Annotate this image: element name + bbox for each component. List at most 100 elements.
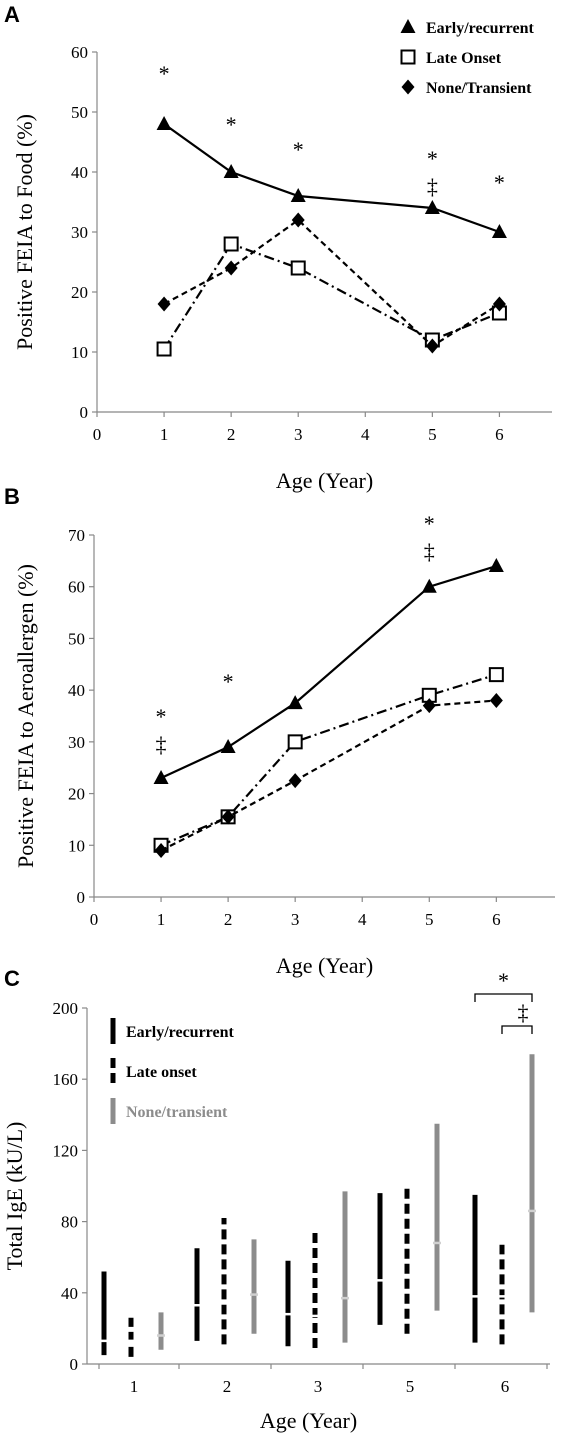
panel-b-significance-mark: * xyxy=(424,511,435,536)
panel-b-x-tick-label: 6 xyxy=(492,910,501,929)
panel-a-significance-mark: * xyxy=(226,112,237,137)
panel-b-x-tick-label: 4 xyxy=(358,910,367,929)
panel-a-data-point xyxy=(425,338,439,354)
panel-c-x-tick-label: 3 xyxy=(314,1377,323,1396)
panel-b-y-tick-label: 70 xyxy=(68,526,85,545)
panel-b-data-point xyxy=(153,770,169,785)
panel-a-y-tick-label: 50 xyxy=(71,103,88,122)
panel-b-y-tick-label: 0 xyxy=(77,888,86,907)
panel-b-series-line xyxy=(160,699,497,852)
panel-c-x-tick-label: 5 xyxy=(406,1377,415,1396)
panel-a-x-tick-label: 0 xyxy=(93,425,102,444)
panel-a-data-point xyxy=(492,296,506,312)
panel-b-y-tick-label: 50 xyxy=(68,629,85,648)
panel-c-legend-entry: Early/recurrent xyxy=(126,1024,234,1041)
panel-b-x-tick-label: 0 xyxy=(90,910,99,929)
panel-b-data-point xyxy=(422,698,436,714)
panel-a-series-line xyxy=(163,242,500,350)
panel-a-y-axis-title: Positive FEIA to Food (%) xyxy=(12,114,37,350)
panel-a-legend-entry: Early/recurrent xyxy=(426,20,534,37)
panel-a-legend-entry: Late Onset xyxy=(426,50,502,67)
panel-b-data-point xyxy=(421,578,437,593)
panel-a-x-axis-title: Age (Year) xyxy=(276,468,373,493)
panel-c-significance-bracket xyxy=(474,993,533,1002)
panel-b-y-tick-label: 10 xyxy=(68,836,85,855)
panel-b-data-point xyxy=(489,692,503,708)
panel-c-x-tick-label: 1 xyxy=(130,1377,139,1396)
panel-a-data-point xyxy=(491,224,507,238)
panel-a-x-tick-label: 4 xyxy=(361,425,370,444)
panel-a-data-point xyxy=(156,341,172,357)
panel-a-x-tick-label: 1 xyxy=(160,425,169,444)
panel-a-data-point xyxy=(290,260,306,276)
panel-b-data-point xyxy=(221,809,235,825)
panel-a-significance-mark: * xyxy=(427,146,438,171)
panel-a-legend-marker xyxy=(400,19,416,33)
panel-a-x-tick-label: 5 xyxy=(428,425,437,444)
panel-c-legend-entry: None/transient xyxy=(126,1104,228,1121)
panel-b-x-axis-title: Age (Year) xyxy=(276,953,373,978)
panel-a-y-tick-label: 30 xyxy=(71,223,88,242)
panel-a-data-point xyxy=(157,296,171,312)
panel-a-x-tick-label: 6 xyxy=(495,425,504,444)
panel-b-significance-mark: ‡ xyxy=(424,539,435,564)
panel-b-series-line xyxy=(160,673,497,847)
panel-a-y-tick-label: 60 xyxy=(71,43,88,62)
panel-c-y-tick-label: 120 xyxy=(53,1141,79,1160)
panel-b-significance-mark: ‡ xyxy=(156,732,167,757)
panel-b-data-point xyxy=(220,739,236,754)
panel-b-x-tick-label: 1 xyxy=(157,910,166,929)
panel-b-data-point xyxy=(287,695,303,710)
panel-c-significance-mark: * xyxy=(498,968,509,993)
panel-b-significance-mark: * xyxy=(156,704,167,729)
panel-c-significance-mark: ‡ xyxy=(518,1000,529,1025)
panel-a-data-point xyxy=(424,200,440,214)
panel-a-series-line xyxy=(163,218,501,348)
panel-b-data-point xyxy=(287,734,303,750)
panel-c-x-axis-title: Age (Year) xyxy=(260,1408,357,1433)
panel-a-legend-marker xyxy=(400,49,416,65)
panel-b-data-point xyxy=(488,667,504,683)
panel-a-y-tick-label: 40 xyxy=(71,163,88,182)
panel-c-y-tick-label: 0 xyxy=(70,1355,79,1374)
panel-c-y-tick-label: 80 xyxy=(61,1213,78,1232)
panel-c-x-tick-label: 6 xyxy=(501,1377,510,1396)
panel-a-data-point xyxy=(224,260,238,276)
panel-c-significance-bracket xyxy=(501,1025,533,1034)
panel-a-legend-marker xyxy=(401,79,415,95)
panel-c-y-tick-label: 40 xyxy=(61,1284,78,1303)
panel-a-significance-mark: ‡ xyxy=(427,174,438,199)
panel-a-y-tick-label: 0 xyxy=(80,403,89,422)
panel-b-data-point xyxy=(288,773,302,789)
panel-a-data-point xyxy=(156,116,172,130)
panel-b-data-point xyxy=(488,558,504,573)
panel-b-x-tick-label: 5 xyxy=(425,910,434,929)
panel-b-significance-mark: * xyxy=(223,669,234,694)
panel-c-legend-entry: Late onset xyxy=(126,1064,197,1081)
panel-b-y-tick-label: 60 xyxy=(68,578,85,597)
panel-a-data-point xyxy=(291,212,305,228)
panel-a-significance-mark: * xyxy=(494,170,505,195)
panel-c-y-tick-label: 200 xyxy=(53,999,79,1018)
panel-a-significance-mark: * xyxy=(159,61,170,86)
panel-a-legend-entry: None/Transient xyxy=(426,80,532,97)
panel-c-x-tick-label: 2 xyxy=(223,1377,232,1396)
panel-c-y-axis-title: Total IgE (kU/L) xyxy=(2,1122,27,1271)
panel-c-y-tick-label: 160 xyxy=(53,1070,79,1089)
panel-a-significance-mark: * xyxy=(293,137,304,162)
panel-b-data-point xyxy=(154,842,168,858)
panel-b-label: B xyxy=(4,484,20,509)
panel-a-y-tick-label: 20 xyxy=(71,283,88,302)
panel-b-y-tick-label: 40 xyxy=(68,681,85,700)
panel-b-y-tick-label: 20 xyxy=(68,785,85,804)
panel-c-label: C xyxy=(4,966,20,991)
panel-b-series-line xyxy=(160,564,497,780)
panel-a-series-line xyxy=(163,123,500,234)
panel-b-x-tick-label: 2 xyxy=(224,910,233,929)
panel-a-data-point xyxy=(223,236,239,252)
panel-a-x-tick-label: 3 xyxy=(294,425,303,444)
panel-b-y-tick-label: 30 xyxy=(68,733,85,752)
panel-a-x-tick-label: 2 xyxy=(227,425,236,444)
panel-a-data-point xyxy=(290,188,306,202)
